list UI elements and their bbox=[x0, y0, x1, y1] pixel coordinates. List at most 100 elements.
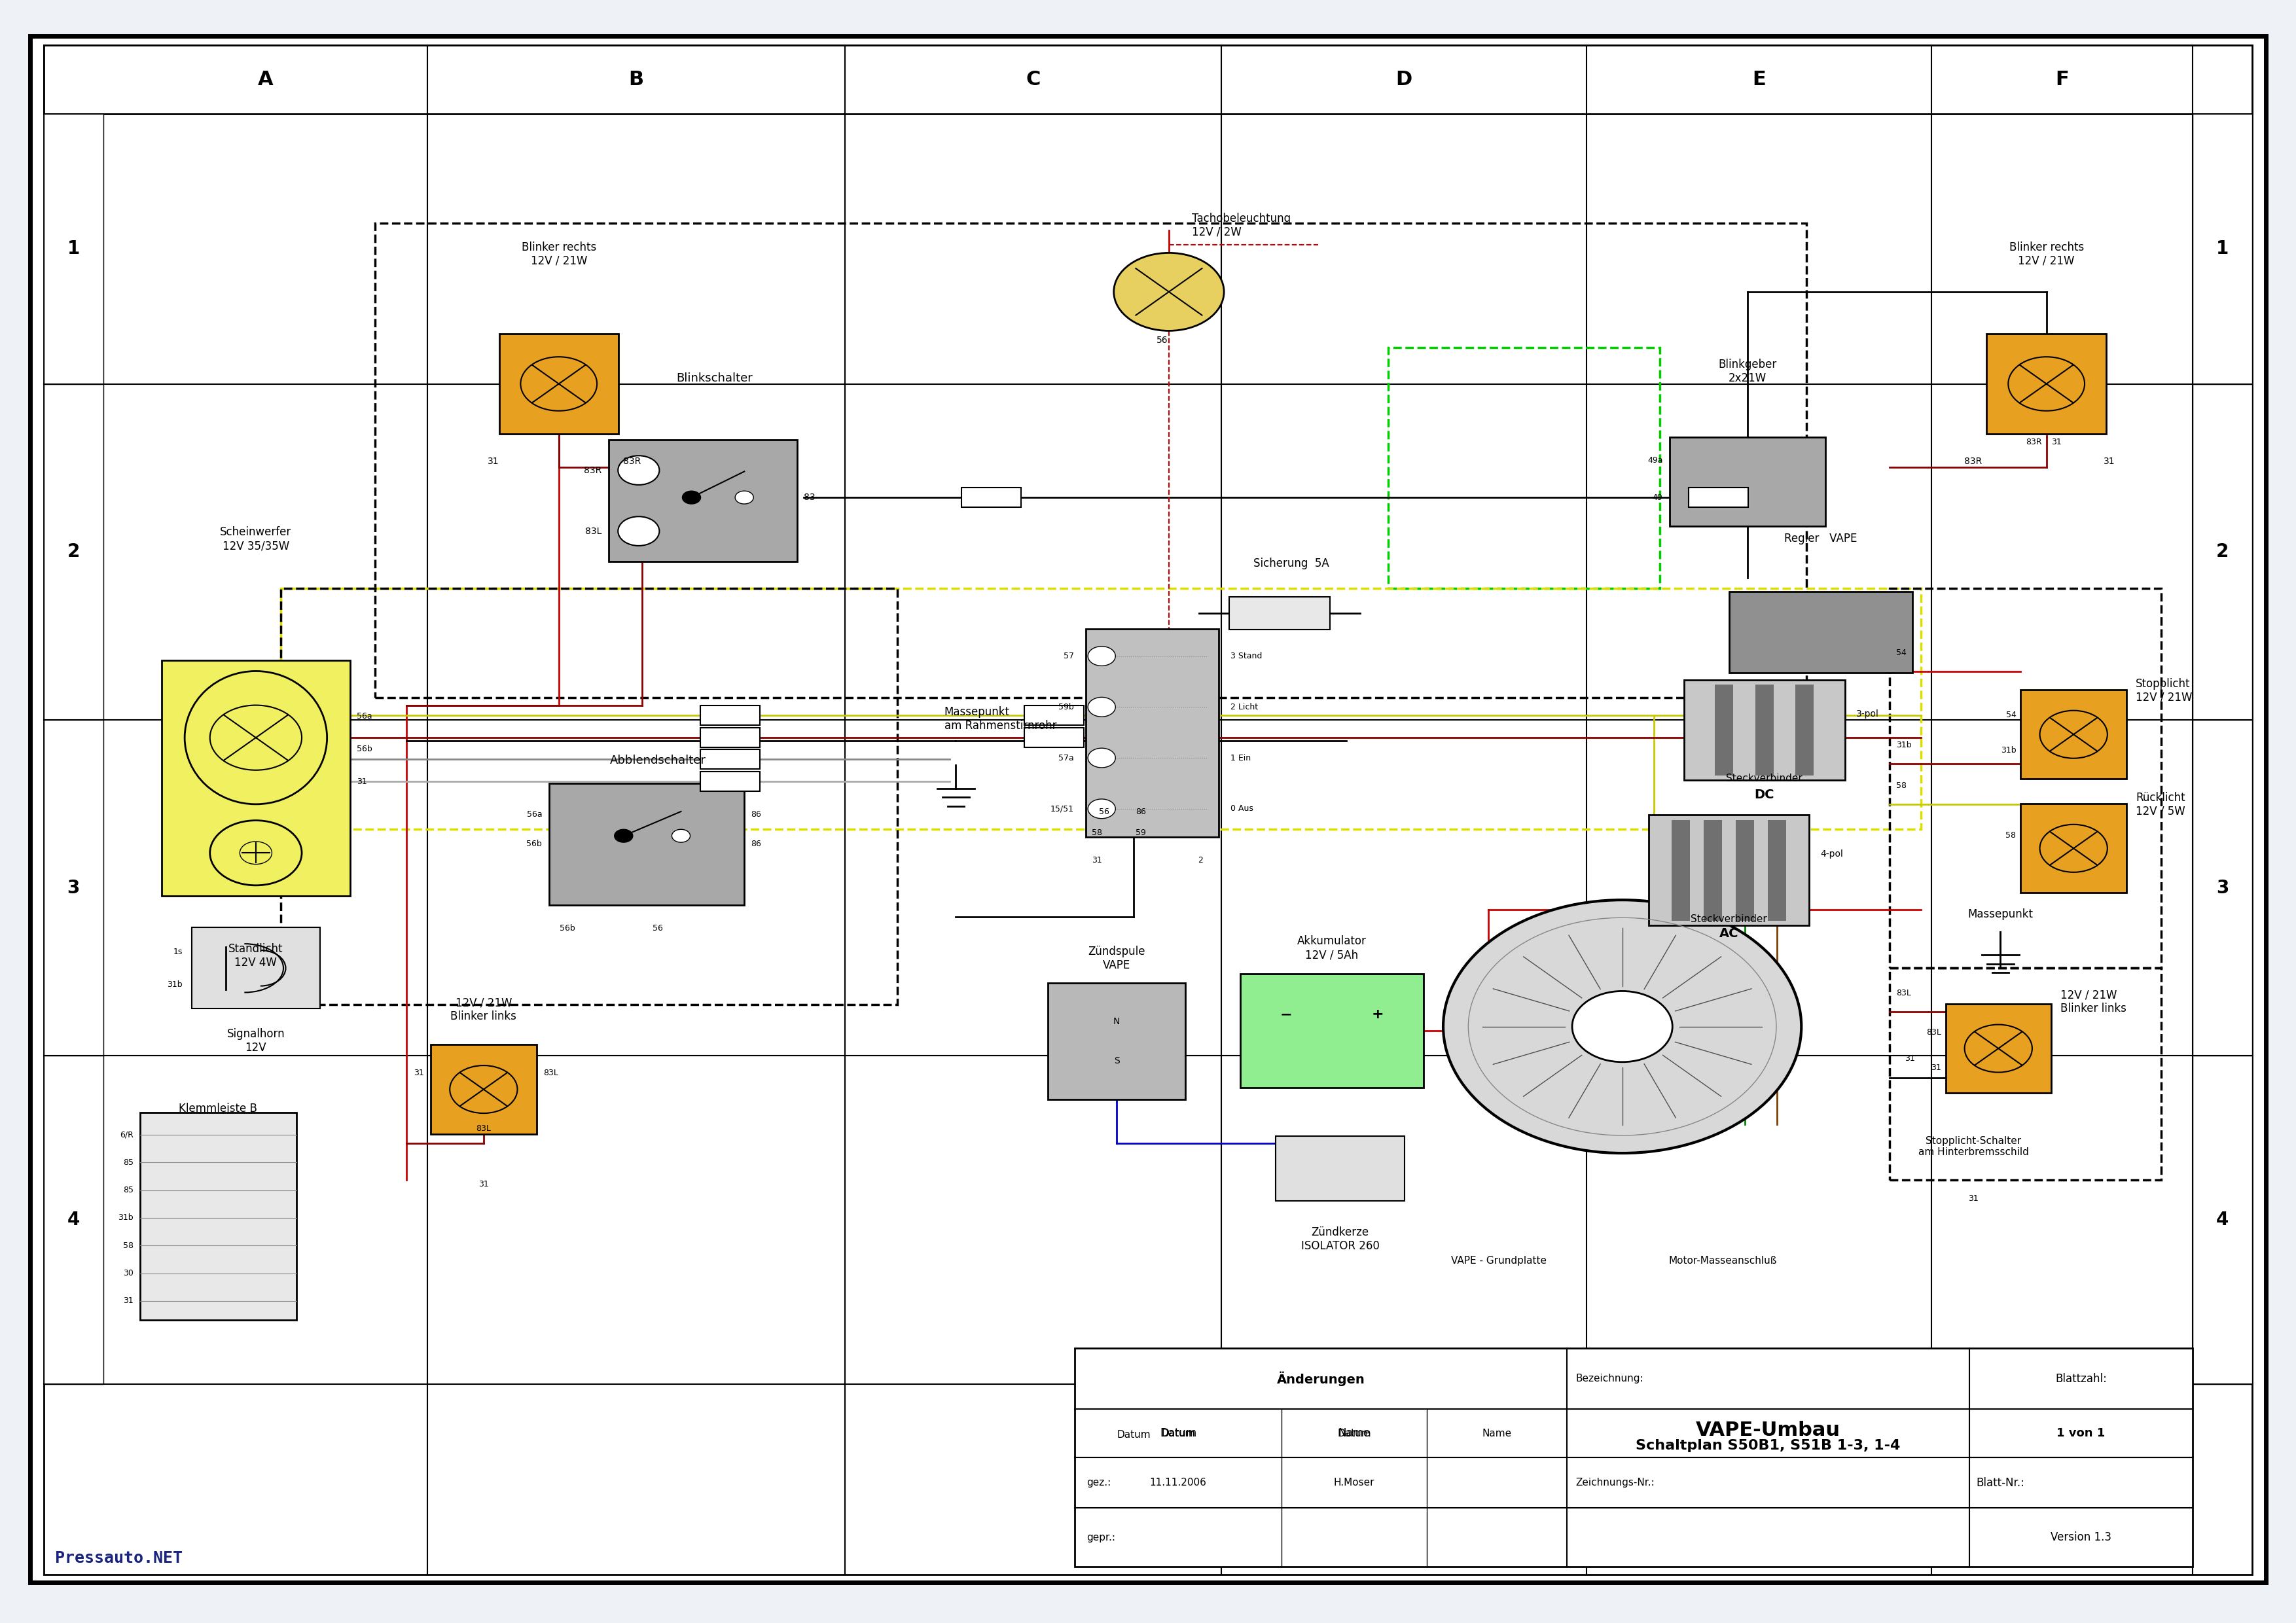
Text: Tachobeleuchtung
12V / 2W: Tachobeleuchtung 12V / 2W bbox=[1192, 213, 1290, 239]
Text: N: N bbox=[1114, 1018, 1120, 1026]
Text: 86: 86 bbox=[751, 839, 762, 849]
Text: Regler   VAPE: Regler VAPE bbox=[1784, 532, 1857, 545]
Bar bbox=[1671, 820, 1690, 920]
Text: Stopplicht-Schalter
am Hinterbremsschild: Stopplicht-Schalter am Hinterbremsschild bbox=[1917, 1136, 2030, 1157]
Text: 56b: 56b bbox=[356, 745, 372, 753]
Circle shape bbox=[1114, 253, 1224, 331]
Bar bbox=[1729, 592, 1913, 674]
Text: F: F bbox=[2055, 70, 2069, 89]
Bar bbox=[1754, 685, 1773, 776]
Bar bbox=[374, 222, 1807, 698]
Text: 83L: 83L bbox=[585, 526, 602, 536]
Bar bbox=[1890, 589, 2161, 967]
Bar bbox=[1688, 487, 1747, 506]
Text: 31: 31 bbox=[487, 456, 498, 466]
Bar bbox=[1024, 706, 1084, 725]
Text: 49: 49 bbox=[1653, 493, 1662, 502]
Text: 57: 57 bbox=[1063, 652, 1075, 661]
Text: Blinker rechts
12V / 21W: Blinker rechts 12V / 21W bbox=[2009, 242, 2085, 266]
Text: Blinker rechts
12V / 21W: Blinker rechts 12V / 21W bbox=[521, 242, 597, 266]
Text: S: S bbox=[1114, 1057, 1120, 1065]
Bar bbox=[1389, 347, 1660, 589]
Text: gez.:: gez.: bbox=[1086, 1479, 1111, 1488]
Text: Datum: Datum bbox=[1339, 1428, 1371, 1438]
Text: Massepunkt: Massepunkt bbox=[1968, 909, 2034, 920]
Text: 31b: 31b bbox=[168, 980, 181, 988]
Text: 31: 31 bbox=[2050, 438, 2062, 446]
Text: 83R: 83R bbox=[1965, 456, 1981, 466]
Bar bbox=[432, 1045, 537, 1134]
Bar bbox=[700, 706, 760, 725]
Bar bbox=[608, 440, 797, 562]
Text: 54: 54 bbox=[2007, 711, 2016, 719]
Text: Blinkschalter: Blinkschalter bbox=[677, 372, 753, 385]
Text: 83R: 83R bbox=[622, 456, 641, 466]
Text: 6/R: 6/R bbox=[119, 1131, 133, 1139]
Text: 31: 31 bbox=[124, 1297, 133, 1305]
Bar bbox=[2193, 114, 2252, 385]
Bar bbox=[700, 771, 760, 790]
Bar bbox=[1024, 727, 1084, 747]
Bar bbox=[1715, 685, 1733, 776]
Text: Datum: Datum bbox=[1162, 1428, 1196, 1438]
Text: Zündspule
VAPE: Zündspule VAPE bbox=[1088, 946, 1146, 971]
Bar bbox=[280, 589, 898, 1005]
Text: −: − bbox=[1279, 1008, 1293, 1021]
Text: Version 1.3: Version 1.3 bbox=[2050, 1532, 2112, 1543]
Text: 85: 85 bbox=[122, 1186, 133, 1195]
Text: Blinkgeber
2x21W: Blinkgeber 2x21W bbox=[1717, 359, 1777, 385]
Text: Steckverbinder: Steckverbinder bbox=[1727, 774, 1802, 784]
Text: 83L: 83L bbox=[544, 1070, 558, 1078]
Bar bbox=[700, 727, 760, 747]
Text: 0 Aus: 0 Aus bbox=[1231, 805, 1254, 813]
Bar bbox=[962, 487, 1022, 506]
Circle shape bbox=[682, 490, 700, 503]
Text: Stopplicht
12V / 21W: Stopplicht 12V / 21W bbox=[2135, 678, 2193, 703]
Text: 57a: 57a bbox=[1058, 753, 1075, 763]
Text: 3: 3 bbox=[67, 878, 80, 898]
Bar bbox=[1047, 984, 1185, 1100]
Bar bbox=[191, 928, 319, 1010]
Text: Datum: Datum bbox=[1159, 1428, 1196, 1440]
Text: 3: 3 bbox=[2216, 878, 2229, 898]
Bar bbox=[2020, 803, 2126, 893]
Bar bbox=[1736, 820, 1754, 920]
Text: AC: AC bbox=[1720, 927, 1738, 940]
Bar bbox=[1240, 974, 1424, 1087]
Text: gepr.:: gepr.: bbox=[1086, 1532, 1116, 1542]
Text: 54: 54 bbox=[1896, 649, 1906, 657]
Text: Scheinwerfer
12V 35/35W: Scheinwerfer 12V 35/35W bbox=[220, 526, 292, 552]
Text: Steckverbinder: Steckverbinder bbox=[1690, 914, 1768, 923]
Text: 2 Licht: 2 Licht bbox=[1231, 703, 1258, 711]
Text: Schaltplan S50B1, S51B 1-3, 1-4: Schaltplan S50B1, S51B 1-3, 1-4 bbox=[1635, 1440, 1901, 1453]
Text: 4: 4 bbox=[2216, 1211, 2229, 1229]
Text: VAPE-Umbau: VAPE-Umbau bbox=[1694, 1420, 1839, 1440]
Text: H.Moser: H.Moser bbox=[1334, 1479, 1375, 1488]
Text: 31: 31 bbox=[1093, 857, 1102, 865]
Text: 49a: 49a bbox=[1646, 456, 1662, 464]
Text: Rücklicht
12V / 5W: Rücklicht 12V / 5W bbox=[2135, 792, 2186, 818]
Text: Sicherung  5A: Sicherung 5A bbox=[1254, 558, 1329, 570]
Text: C: C bbox=[1026, 70, 1040, 89]
Text: 2: 2 bbox=[1199, 857, 1203, 865]
Circle shape bbox=[1088, 646, 1116, 665]
Bar bbox=[44, 385, 103, 721]
Text: 31: 31 bbox=[2103, 456, 2115, 466]
Circle shape bbox=[735, 490, 753, 503]
Circle shape bbox=[1444, 899, 1802, 1154]
Bar bbox=[1075, 1347, 2193, 1568]
Text: 58: 58 bbox=[122, 1242, 133, 1250]
Text: 58: 58 bbox=[1093, 829, 1102, 837]
Bar bbox=[498, 333, 618, 435]
Bar bbox=[161, 661, 349, 896]
Text: 3 Stand: 3 Stand bbox=[1231, 652, 1263, 661]
Text: 31b: 31b bbox=[1896, 740, 1913, 750]
Bar bbox=[2193, 1057, 2252, 1384]
Text: 85: 85 bbox=[122, 1159, 133, 1167]
Circle shape bbox=[1088, 748, 1116, 768]
Text: 83R: 83R bbox=[2025, 438, 2041, 446]
Text: 1: 1 bbox=[2216, 240, 2229, 258]
Text: Klemmleiste B: Klemmleiste B bbox=[179, 1102, 257, 1113]
Bar bbox=[44, 45, 2252, 114]
Bar bbox=[44, 1057, 103, 1384]
